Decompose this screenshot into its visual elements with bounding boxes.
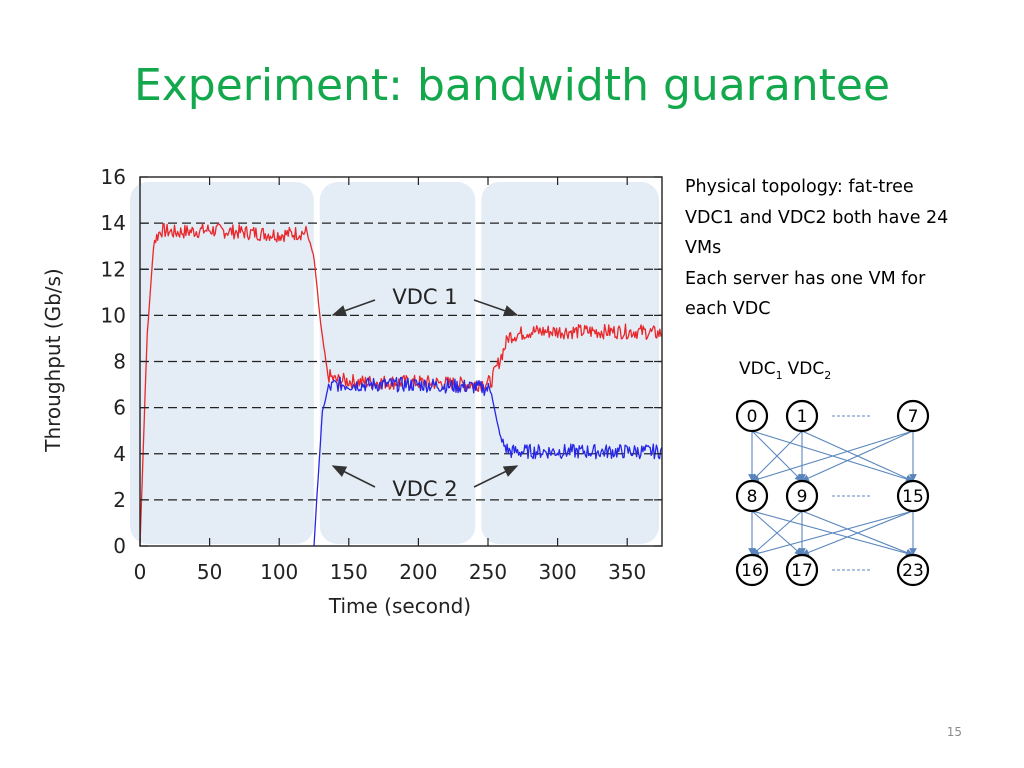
vm-node: 0 — [735, 399, 769, 433]
y-tick-label: 4 — [113, 442, 126, 466]
description-line: Each server has one VM for — [685, 268, 926, 289]
x-tick-label: 50 — [197, 560, 222, 584]
vm-node-circle — [896, 553, 930, 587]
y-tick-label: 2 — [113, 488, 126, 512]
y-tick-label: 16 — [101, 165, 126, 189]
axes — [139, 176, 663, 547]
annotation-arrow — [473, 465, 519, 488]
vm-node-label: 0 — [747, 407, 758, 427]
annotation-label-vdc2: VDC 2 — [392, 477, 457, 501]
vm-node-circle — [896, 479, 930, 513]
vm-node-circle — [785, 479, 819, 513]
slide-number: 15 — [946, 725, 962, 739]
vm-node: 17 — [785, 553, 819, 587]
vm-node: 7 — [896, 399, 930, 433]
vm-node: 15 — [896, 479, 930, 513]
tick-labels: 0 50 100 150 200 250 300 350 0 2 4 6 8 10 12 14 16 — [101, 165, 647, 584]
vm-node-circle — [735, 399, 769, 433]
topology-edge — [801, 430, 914, 482]
annotation-label-vdc1: VDC 1 — [392, 285, 457, 309]
vdc2-subscript: 2 — [824, 369, 831, 382]
topology-edge — [751, 430, 803, 482]
x-tick-label: 200 — [399, 560, 437, 584]
vm-node-label: 7 — [908, 407, 919, 427]
annotation-arrow — [473, 299, 519, 317]
vm-node-label: 17 — [791, 561, 813, 581]
experiment-description: Physical topology: fat-tree VDC1 and VDC… — [685, 172, 1005, 325]
annotation-arrow — [331, 299, 376, 317]
vm-node-label: 15 — [902, 487, 924, 507]
vdc1-subscript: 1 — [776, 369, 783, 382]
topology-legend: VDC1 VDC2 — [739, 359, 831, 382]
x-tick-label: 100 — [260, 560, 298, 584]
vm-node-circle — [785, 399, 819, 433]
x-tick-label: 0 — [134, 560, 147, 584]
vm-node-label: 23 — [902, 561, 924, 581]
vm-node-circle — [735, 553, 769, 587]
topology-edge — [751, 510, 914, 557]
annotation-arrow — [331, 465, 376, 488]
y-tick-label: 12 — [101, 257, 126, 281]
x-tick-label: 300 — [539, 560, 577, 584]
x-tick-label: 250 — [469, 560, 507, 584]
vdc1-label: VDC — [739, 359, 776, 379]
y-axis-label: Throughput (Gb/s) — [41, 268, 65, 453]
vm-node: 8 — [735, 479, 769, 513]
topology-edge — [751, 510, 803, 556]
topology-ellipses — [832, 415, 872, 571]
description-line: VMs — [685, 238, 722, 258]
topology-edges — [748, 430, 917, 557]
y-tick-label: 6 — [113, 396, 126, 420]
slide-title: Experiment: bandwidth guarantee — [133, 60, 891, 111]
vm-node-label: 16 — [741, 561, 763, 581]
series-line — [313, 376, 663, 547]
vm-node-circle — [735, 479, 769, 513]
y-tick-label: 14 — [101, 211, 126, 235]
y-tick-label: 8 — [113, 350, 126, 374]
y-tick-label: 0 — [113, 534, 126, 558]
description-line: VDC1 and VDC2 both have 24 — [685, 207, 949, 228]
vm-node-label: 9 — [797, 487, 808, 507]
x-axis-label: Time (second) — [328, 594, 471, 618]
annotations: VDC 1 VDC 2 — [331, 285, 519, 501]
vm-node-circle — [896, 399, 930, 433]
vdc2-label: VDC — [788, 359, 825, 379]
vm-node: 9 — [785, 479, 819, 513]
description-line: each VDC — [685, 299, 771, 319]
vm-node-label: 8 — [747, 487, 758, 507]
vm-node: 23 — [896, 553, 930, 587]
vm-node: 1 — [785, 399, 819, 433]
topology-edge — [801, 510, 914, 557]
vm-node: 16 — [735, 553, 769, 587]
x-tick-label: 150 — [330, 560, 368, 584]
description-line: Physical topology: fat-tree — [685, 177, 914, 197]
y-tick-label: 10 — [101, 303, 126, 327]
throughput-chart: 0 50 100 150 200 250 300 350 0 2 4 6 8 10 12 14 16 VDC 1… — [41, 165, 663, 618]
series-lines — [139, 222, 663, 547]
topology-edge — [751, 430, 914, 483]
vm-node-circle — [785, 553, 819, 587]
series-line — [139, 222, 663, 547]
vm-node-label: 1 — [797, 407, 808, 427]
x-tick-label: 350 — [608, 560, 646, 584]
